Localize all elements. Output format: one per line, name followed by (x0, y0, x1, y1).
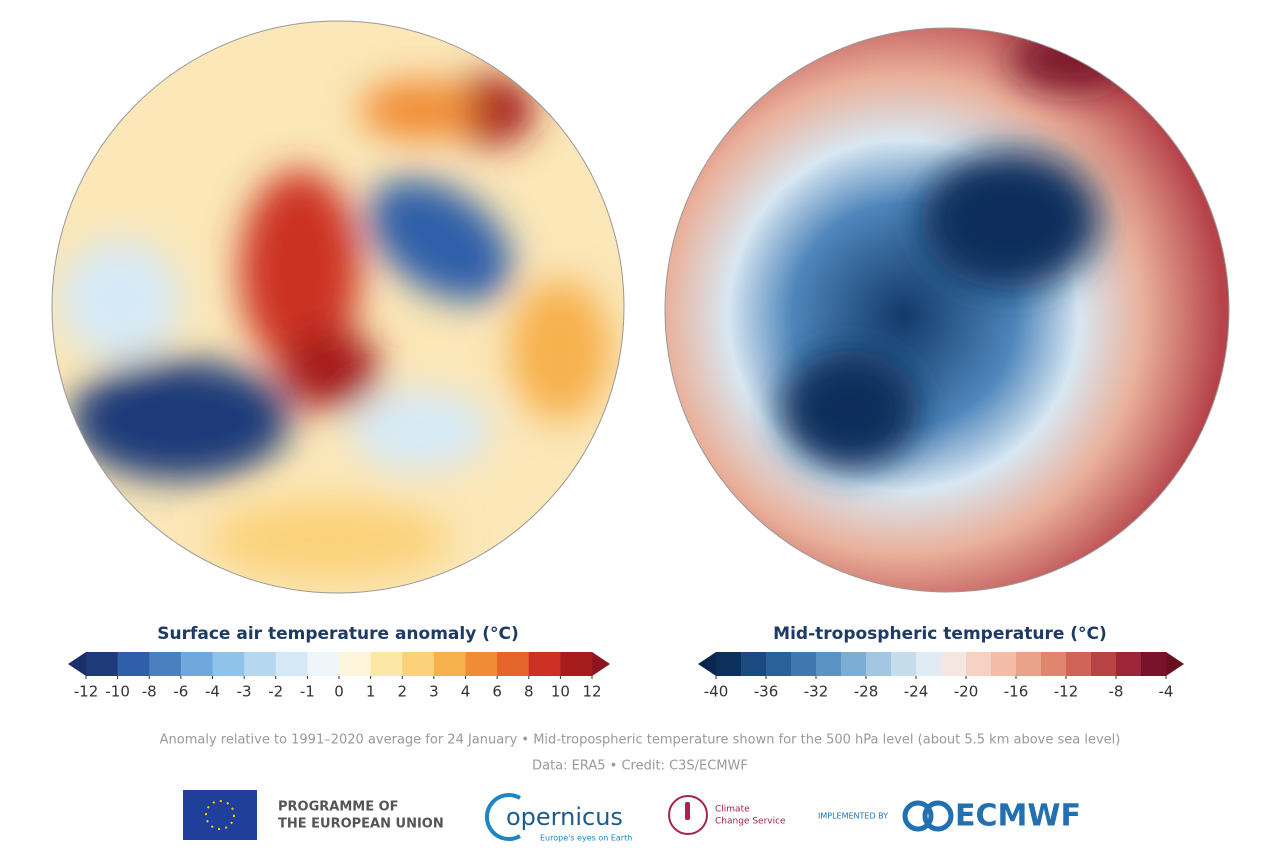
colorbar-segment (816, 652, 842, 676)
colorbar-segment (1066, 652, 1092, 676)
colorbar-segment (941, 652, 967, 676)
colorbar-segment (891, 652, 917, 676)
colorbar-segment (1041, 652, 1067, 676)
colorbar-tick-label: -3 (237, 683, 252, 701)
colorbar-tick-label: -28 (854, 683, 879, 701)
logo-text: ECMWF (955, 799, 1081, 834)
colorbar-segment (307, 652, 340, 676)
logo-text: PROGRAMME OF (278, 800, 399, 815)
colorbar-segment (560, 652, 593, 676)
colorbar-segment (1141, 652, 1167, 676)
colorbar-segment (866, 652, 892, 676)
colorbar-segment (991, 652, 1017, 676)
colorbar-segment (370, 652, 403, 676)
colorbar-segment (1016, 652, 1042, 676)
colorbar-tick-label: 4 (461, 683, 471, 701)
colorbar-segment (966, 652, 992, 676)
colorbar-tick-label: -1 (300, 683, 315, 701)
map-left (52, 21, 624, 593)
colorbar-segment (497, 652, 530, 676)
colorbar-segment (180, 652, 213, 676)
colorbar-tick-label: -2 (268, 683, 283, 701)
logo-text: opernicus (506, 803, 623, 831)
colorbar-tick-label: -4 (1159, 683, 1174, 701)
colorbar-tick-label: 3 (429, 683, 439, 701)
colorbar-tick-label: 2 (397, 683, 407, 701)
colorbar-tick-label: -20 (954, 683, 979, 701)
colorbar-tick-label: -6 (173, 683, 188, 701)
colorbar-segment (117, 652, 150, 676)
footer-note: Anomaly relative to 1991–2020 average fo… (160, 733, 1121, 748)
colorbar-segment (212, 652, 245, 676)
colorbar-over (1166, 652, 1184, 676)
colorbar-segment (275, 652, 308, 676)
colorbar-title: Surface air temperature anomaly (°C) (157, 624, 519, 644)
logo-text: IMPLEMENTED BY (818, 812, 888, 821)
logo-text: THE EUROPEAN UNION (278, 817, 444, 832)
colorbar-tick-label: -36 (754, 683, 779, 701)
logo-text: Change Service (715, 817, 786, 827)
colorbar-over (592, 652, 610, 676)
colorbar-under (698, 652, 716, 676)
colorbar-tick-label: 0 (334, 683, 344, 701)
map-outline (51, 20, 625, 594)
c3s-logo: Climate Change Service (668, 795, 786, 835)
colorbar-segment (149, 652, 182, 676)
colorbar-tick-label: 12 (582, 683, 601, 701)
colorbar-tick-label: -12 (1054, 683, 1079, 701)
colorbar-segment (766, 652, 792, 676)
colorbar-segment (1116, 652, 1142, 676)
colorbar-segment (791, 652, 817, 676)
colorbar-segment (741, 652, 767, 676)
colorbar-tick-label: -12 (74, 683, 99, 701)
colorbar-tick-label: -24 (904, 683, 929, 701)
colorbar-segment (916, 652, 942, 676)
colorbar-tick-label: 6 (492, 683, 502, 701)
colorbar-segment (339, 652, 372, 676)
colorbar-segment (402, 652, 435, 676)
colorbar-tick-label: 10 (551, 683, 570, 701)
map-outline (664, 27, 1230, 593)
colorbar-under (68, 652, 86, 676)
logo-text: Climate (715, 805, 750, 815)
colorbar-title: Mid-tropospheric temperature (°C) (773, 624, 1107, 644)
eu-logo: PROGRAMME OF THE EUROPEAN UNION (183, 790, 444, 840)
colorbar-segment (1091, 652, 1117, 676)
colorbar-segment (465, 652, 498, 676)
colorbar-tick-label: -40 (704, 683, 729, 701)
colorbar-tick-label: 8 (524, 683, 534, 701)
footer-credit: Data: ERA5 • Credit: C3S/ECMWF (532, 759, 748, 774)
colorbar-tick-label: -32 (804, 683, 829, 701)
colorbar-segment (433, 652, 466, 676)
colorbar-tick-label: -8 (1109, 683, 1124, 701)
colorbar-segment (716, 652, 742, 676)
colorbar-tick-label: -16 (1004, 683, 1029, 701)
colorbar-segment (86, 652, 119, 676)
colorbar-segment (528, 652, 561, 676)
colorbar-segment (841, 652, 867, 676)
colorbar-tick-label: -8 (142, 683, 157, 701)
colorbar-tick-label: -10 (105, 683, 130, 701)
copernicus-logo: opernicus Europe's eyes on Earth (484, 793, 632, 843)
map-right (665, 28, 1229, 592)
ecmwf-logo: IMPLEMENTED BY ECMWF (818, 799, 1081, 834)
logo-text: Europe's eyes on Earth (540, 834, 632, 843)
colorbar-tick-label: 1 (366, 683, 376, 701)
colorbar-tick-label: -4 (205, 683, 220, 701)
colorbar-segment (244, 652, 277, 676)
